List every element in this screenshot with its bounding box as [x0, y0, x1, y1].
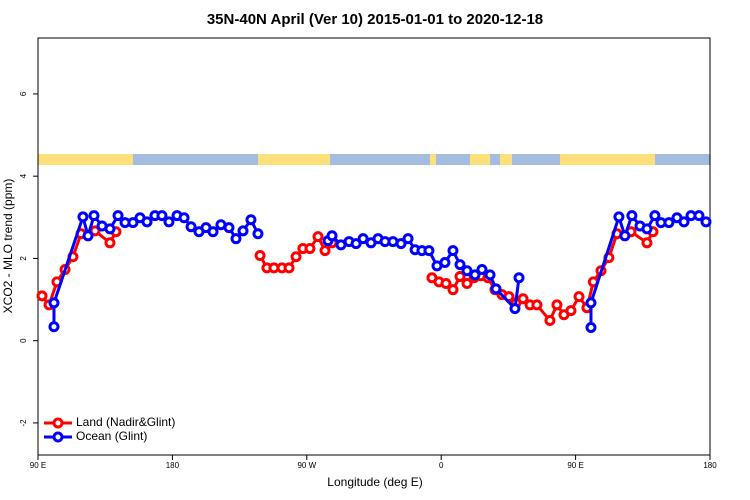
data-point — [104, 223, 116, 235]
y-tick-label: 0 — [19, 338, 28, 343]
x-tick-label: 180 — [703, 461, 717, 470]
y-tick-label: 4 — [19, 173, 28, 178]
y-tick-label: 6 — [19, 91, 28, 96]
data-point — [141, 216, 153, 228]
data-point — [357, 233, 369, 245]
data-point — [663, 217, 675, 229]
data-point — [178, 212, 190, 224]
data-point — [112, 210, 124, 222]
data-point — [551, 299, 563, 311]
legend-marker — [52, 431, 64, 443]
data-point — [48, 297, 60, 309]
data-point — [490, 283, 502, 295]
data-point — [469, 269, 481, 281]
legend-label: Ocean (Glint) — [76, 429, 147, 443]
chart-title: 35N-40N April (Ver 10) 2015-01-01 to 202… — [207, 11, 543, 28]
data-point — [163, 216, 175, 228]
data-point — [423, 245, 435, 257]
data-point — [326, 230, 338, 242]
data-point — [454, 271, 466, 283]
data-point — [447, 284, 459, 296]
data-point — [544, 315, 556, 327]
y-tick-label: 2 — [19, 256, 28, 261]
data-point — [223, 222, 235, 234]
data-point — [77, 211, 89, 223]
data-point — [304, 243, 316, 255]
data-point — [312, 231, 324, 243]
data-point — [127, 217, 139, 229]
data-point — [252, 228, 264, 240]
data-point — [395, 238, 407, 250]
data-point — [185, 221, 197, 233]
data-point — [619, 230, 631, 242]
data-point — [36, 290, 48, 302]
data-point — [237, 225, 249, 237]
data-point — [48, 321, 60, 333]
legend-marker — [52, 417, 64, 429]
data-point — [230, 233, 242, 245]
data-point — [700, 216, 712, 228]
data-point — [454, 259, 466, 271]
x-tick-label: 180 — [166, 461, 180, 470]
data-point — [319, 245, 331, 257]
data-point — [283, 262, 295, 274]
data-point — [565, 305, 577, 317]
data-point — [447, 245, 459, 257]
data-point — [207, 226, 219, 238]
data-point — [440, 278, 452, 290]
data-point — [290, 251, 302, 263]
data-point — [245, 214, 257, 226]
data-point — [585, 322, 597, 334]
data-point — [693, 210, 705, 222]
data-point — [350, 238, 362, 250]
data-point — [476, 264, 488, 276]
data-point — [156, 210, 168, 222]
data-point — [513, 272, 525, 284]
data-point — [509, 303, 521, 315]
data-point — [461, 278, 473, 290]
data-point — [88, 210, 100, 222]
data-point — [517, 293, 529, 305]
data-point — [402, 233, 414, 245]
data-point — [484, 269, 496, 281]
map-strip — [38, 154, 710, 165]
x-tick-label: 90 E — [567, 461, 583, 470]
data-point — [626, 210, 638, 222]
x-axis-label: Longitude (deg E) — [327, 475, 422, 489]
plot-frame — [37, 37, 711, 456]
data-point — [531, 299, 543, 311]
x-tick-label: 0 — [439, 461, 444, 470]
data-point — [678, 216, 690, 228]
x-tick-label: 90 E — [30, 461, 46, 470]
data-point — [461, 265, 473, 277]
y-tick-label: -2 — [19, 419, 28, 427]
data-point — [439, 257, 451, 269]
data-point — [254, 250, 266, 262]
legend-label: Land (Nadir&Glint) — [76, 415, 175, 429]
data-point — [104, 237, 116, 249]
data-point — [613, 211, 625, 223]
y-axis-label: XCO2 - MLO trend (ppm) — [1, 179, 15, 314]
legend: Land (Nadir&Glint) Ocean (Glint) — [44, 415, 175, 443]
data-point — [641, 237, 653, 249]
data-point — [641, 223, 653, 235]
data-point — [82, 230, 94, 242]
x-tick-label: 90 W — [297, 461, 316, 470]
data-point — [649, 210, 661, 222]
data-point — [585, 297, 597, 309]
data-point — [573, 291, 585, 303]
